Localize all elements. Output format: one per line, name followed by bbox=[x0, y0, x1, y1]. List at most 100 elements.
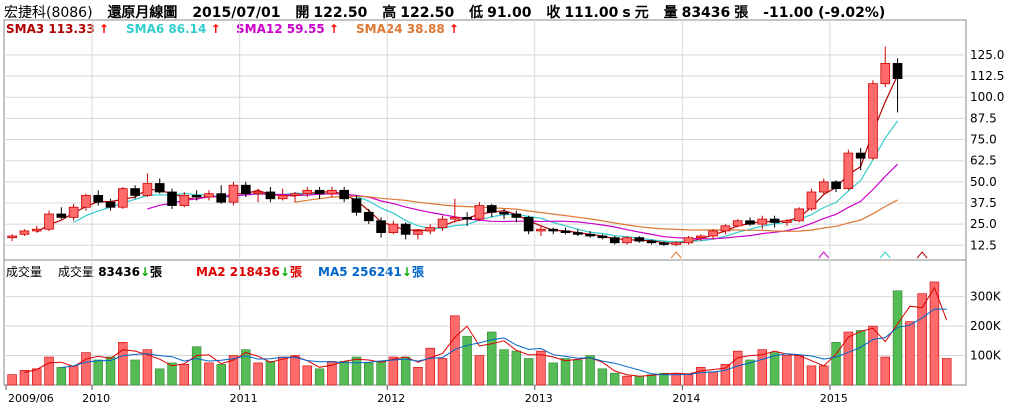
candle-body bbox=[154, 183, 165, 193]
candle-body bbox=[204, 193, 214, 198]
candle-body bbox=[659, 242, 669, 245]
sma3-label: SMA3 bbox=[6, 22, 45, 36]
candle-body bbox=[68, 206, 79, 218]
candle-body bbox=[548, 228, 559, 232]
candle bbox=[44, 210, 54, 231]
candle-body bbox=[831, 181, 841, 190]
candle-body bbox=[794, 208, 805, 222]
candle bbox=[634, 236, 645, 243]
candle bbox=[843, 149, 854, 191]
candle-body bbox=[745, 220, 755, 225]
candle-body bbox=[782, 220, 792, 223]
volume-bar bbox=[646, 374, 657, 386]
price-tick-label: 37.5 bbox=[970, 196, 997, 210]
sma3-arrow: ↑ bbox=[98, 22, 109, 36]
open-group: 開 122.50 bbox=[295, 5, 367, 21]
candle-body bbox=[56, 213, 67, 218]
candle-body bbox=[179, 194, 190, 206]
candle-body bbox=[450, 216, 460, 220]
vol-value: 83436 bbox=[98, 265, 140, 279]
volume-bar bbox=[573, 359, 583, 386]
ma2-legend: MA2 218436↓張 bbox=[196, 263, 302, 280]
volume-bar bbox=[450, 315, 460, 386]
volume-bar bbox=[425, 347, 435, 386]
candle bbox=[68, 203, 79, 221]
volume-bar bbox=[819, 365, 829, 386]
open-value: 122.50 bbox=[313, 5, 368, 21]
volume-bar bbox=[782, 355, 792, 386]
candle-body bbox=[511, 213, 522, 218]
ma5-unit: 張 bbox=[411, 265, 424, 279]
candle bbox=[204, 190, 214, 201]
candle bbox=[757, 215, 768, 230]
candle-body bbox=[19, 230, 30, 235]
candle-body bbox=[560, 230, 571, 234]
volume-bar bbox=[745, 359, 755, 386]
volume-bar bbox=[68, 365, 79, 386]
volume-bar bbox=[413, 367, 423, 386]
candle-body bbox=[302, 189, 313, 195]
volume-bar bbox=[622, 375, 632, 386]
volume-bar bbox=[609, 372, 620, 386]
candle-body bbox=[732, 220, 743, 227]
candle bbox=[892, 58, 903, 113]
price-tick-label: 75.0 bbox=[970, 133, 997, 147]
candle bbox=[19, 229, 30, 236]
candle bbox=[376, 217, 386, 238]
volume-bar bbox=[241, 349, 251, 386]
volume-bar bbox=[806, 365, 817, 386]
candle bbox=[425, 224, 436, 235]
volume-legend: 成交量 83436↓張 bbox=[58, 263, 162, 280]
chart-name: 還原月線圖 bbox=[107, 5, 178, 21]
price-tick-label: 125.0 bbox=[970, 48, 1004, 62]
candle bbox=[880, 46, 891, 88]
candle-body bbox=[290, 193, 300, 196]
volume-bar bbox=[855, 330, 866, 386]
candle bbox=[818, 178, 829, 196]
candle bbox=[277, 188, 288, 201]
candle-body bbox=[413, 230, 423, 235]
price-tick-label: 62.5 bbox=[970, 154, 997, 168]
volume-bar bbox=[302, 365, 313, 386]
candle bbox=[93, 190, 104, 206]
candle-body bbox=[572, 232, 583, 235]
sma12-label: SMA12 bbox=[236, 22, 283, 36]
volume-bar bbox=[634, 375, 645, 386]
vol-label: 成交量 bbox=[58, 265, 95, 279]
sma12-line bbox=[147, 163, 899, 240]
candle-body bbox=[351, 198, 362, 213]
volume-bar bbox=[708, 371, 718, 386]
volume-bar bbox=[130, 359, 140, 386]
candle-body bbox=[117, 188, 128, 208]
sma6-legend: SMA6 86.14 ↑ bbox=[126, 22, 221, 36]
volume-bar bbox=[880, 356, 890, 386]
volume-bar bbox=[597, 368, 608, 386]
volume-bar bbox=[511, 350, 522, 386]
candle bbox=[646, 239, 657, 245]
volume-tick-label: 300K bbox=[970, 290, 1002, 304]
volume-bar bbox=[917, 293, 927, 386]
stock-name: 宏捷科(8086) bbox=[4, 5, 93, 21]
candle-body bbox=[81, 194, 91, 208]
low-group: 低 91.00 bbox=[469, 5, 531, 21]
volume-bar bbox=[253, 362, 263, 386]
candle bbox=[486, 203, 497, 218]
candle bbox=[240, 181, 251, 198]
volume-bar bbox=[154, 368, 165, 386]
candle bbox=[474, 202, 485, 221]
candle bbox=[191, 190, 202, 201]
ma5-value: 256241 bbox=[351, 265, 402, 279]
candle-body bbox=[634, 237, 645, 242]
volume-bar bbox=[757, 349, 768, 386]
candle-body bbox=[474, 205, 485, 220]
sma3-legend: SMA3 113.33 ↑ bbox=[6, 22, 109, 36]
price-tick-label: 112.5 bbox=[970, 69, 1004, 83]
sma12-legend: SMA12 59.55 ↑ bbox=[236, 22, 339, 36]
candle-body bbox=[720, 225, 731, 232]
s-label: s bbox=[622, 5, 631, 21]
candle bbox=[732, 219, 743, 228]
volume-bar bbox=[400, 356, 411, 386]
volume-bar bbox=[769, 352, 780, 386]
x-axis-label: 2009/06 bbox=[8, 392, 54, 405]
volume-bar bbox=[167, 362, 177, 386]
